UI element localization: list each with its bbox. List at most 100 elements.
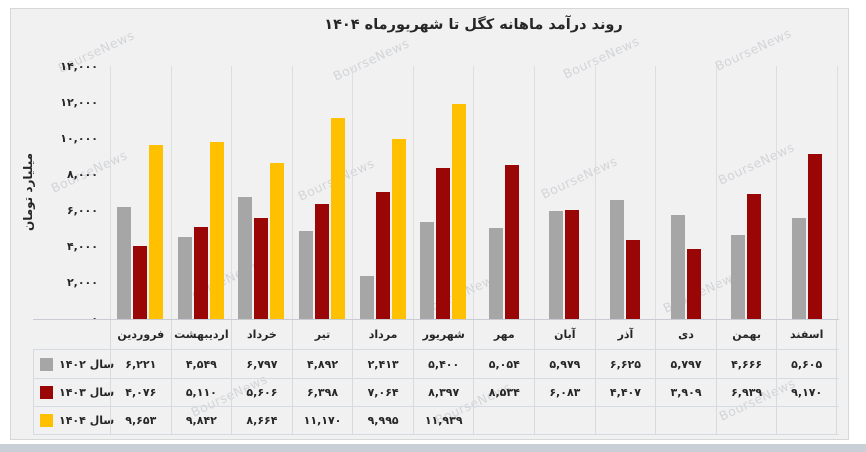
legend-series-label: سال ۱۴۰۲ bbox=[59, 357, 115, 371]
table-cell: ۴,۴۰۷ bbox=[594, 378, 656, 407]
table-cell: ۱۱,۹۳۹ bbox=[412, 407, 474, 434]
table-cell: ۸,۳۹۷ bbox=[412, 378, 474, 407]
bar-series0-month10 bbox=[731, 235, 746, 319]
legend-key-1: سال ۱۴۰۲ bbox=[33, 350, 114, 378]
bar-series0-month9 bbox=[670, 214, 685, 319]
table-row: سال ۱۴۰۲ ۶,۲۲۱ ۴,۵۴۹ ۶,۷۹۷ ۴,۸۹۲ ۲,۴۱۳ ۵,۴۰۰ ۵,… bbox=[33, 349, 839, 378]
y-axis-tick-label: ۴,۰۰۰ bbox=[66, 240, 98, 253]
legend-swatch bbox=[40, 414, 53, 427]
month-label: اسفند bbox=[776, 320, 837, 349]
bar-series1-month3 bbox=[315, 203, 330, 319]
bar-series1-month0 bbox=[133, 245, 148, 319]
bar-series0-month1 bbox=[177, 237, 192, 319]
bar-series1-month5 bbox=[436, 167, 451, 319]
month-label: مرداد bbox=[352, 320, 413, 349]
bar-series1-month2 bbox=[254, 218, 269, 319]
table-cell: ۲,۴۱۳ bbox=[352, 350, 413, 378]
bar-series2-month5 bbox=[452, 104, 467, 319]
legend-key-3: سال ۱۴۰۴ bbox=[33, 407, 114, 434]
chart-title: روند درآمد ماهانه کگل تا شهریورماه ۱۴۰۴ bbox=[324, 17, 623, 33]
table-cell: ۹,۹۹۵ bbox=[352, 407, 413, 434]
table-cell: ۶,۷۹۷ bbox=[231, 350, 292, 378]
gridline bbox=[412, 66, 414, 319]
bar-series2-month3 bbox=[331, 117, 346, 319]
table-cell: ۶,۹۳۹ bbox=[715, 378, 777, 407]
table-cell: ۵,۱۱۰ bbox=[170, 378, 232, 407]
table-cell: ۶,۶۲۵ bbox=[594, 350, 656, 378]
month-label: فروردین bbox=[110, 320, 171, 349]
gridline bbox=[715, 66, 717, 319]
gridline bbox=[655, 66, 657, 319]
y-axis-tick-label: ۶,۰۰۰ bbox=[66, 204, 98, 217]
month-label: مهر bbox=[473, 320, 534, 349]
bar-series0-month7 bbox=[549, 211, 564, 319]
gridline bbox=[352, 66, 354, 319]
legend-swatch bbox=[40, 386, 53, 399]
bar-series1-month1 bbox=[193, 227, 208, 319]
table-cell: ۵,۶۰۵ bbox=[776, 350, 837, 378]
bar-series0-month4 bbox=[359, 275, 374, 319]
table-cell: ۳,۹۰۹ bbox=[655, 378, 716, 407]
table-cell: ۸,۶۶۴ bbox=[231, 407, 292, 434]
bar-series0-month6 bbox=[488, 228, 503, 319]
table-cell: ۴,۸۹۲ bbox=[291, 350, 353, 378]
table-cell bbox=[776, 407, 837, 434]
x-axis-line bbox=[33, 319, 839, 320]
y-axis-tick-label: ۱۲,۰۰۰ bbox=[60, 96, 98, 109]
table-cell: ۴,۵۴۹ bbox=[170, 350, 232, 378]
table-cell: ۹,۱۷۰ bbox=[776, 378, 837, 407]
bar-series1-month10 bbox=[747, 194, 762, 319]
month-label: دی bbox=[655, 320, 716, 349]
gridline bbox=[291, 66, 293, 319]
bar-series0-month8 bbox=[609, 199, 624, 319]
table-cell: ۱۱,۱۷۰ bbox=[291, 407, 353, 434]
gridline bbox=[776, 66, 778, 319]
table-cell: ۵,۶۰۶ bbox=[231, 378, 292, 407]
bar-series0-month2 bbox=[238, 196, 253, 319]
table-cell bbox=[655, 407, 716, 434]
window-bottom-strip bbox=[0, 444, 866, 452]
gridline bbox=[836, 66, 838, 319]
month-label: تیر bbox=[291, 320, 353, 349]
table-cell: ۷,۰۶۴ bbox=[352, 378, 413, 407]
y-axis-tick-label: ۰ bbox=[36, 312, 98, 325]
bar-series0-month3 bbox=[299, 230, 314, 319]
legend-key-2: سال ۱۴۰۳ bbox=[33, 378, 114, 407]
gridline bbox=[231, 66, 233, 319]
table-cell: ۵,۷۹۷ bbox=[655, 350, 716, 378]
table-cell: ۹,۶۵۳ bbox=[110, 407, 171, 434]
legend-series-label: سال ۱۴۰۴ bbox=[59, 414, 115, 427]
y-axis-tick-label: ۲,۰۰۰ bbox=[66, 276, 98, 289]
month-label: خرداد bbox=[231, 320, 292, 349]
gridline bbox=[170, 66, 172, 319]
table-cell: ۶,۲۲۱ bbox=[110, 350, 171, 378]
y-axis-tick-label: ۸,۰۰۰ bbox=[66, 168, 98, 181]
bar-series2-month2 bbox=[270, 163, 285, 319]
table-cell: ۸,۵۳۴ bbox=[473, 378, 534, 407]
gridline bbox=[473, 66, 475, 319]
table-row: سال ۱۴۰۴ ۹,۶۵۳ ۹,۸۴۲ ۸,۶۶۴ ۱۱,۱۷۰ ۹,۹۹۵ ۱۱,۹۳۹ bbox=[33, 406, 839, 435]
bar-series1-month6 bbox=[504, 165, 519, 319]
bar-series0-month11 bbox=[791, 218, 806, 319]
legend-series-label: سال ۱۴۰۳ bbox=[59, 386, 115, 399]
table-cell: ۵,۰۵۴ bbox=[473, 350, 534, 378]
month-label: آذر bbox=[594, 320, 656, 349]
bar-series0-month0 bbox=[117, 207, 132, 319]
month-label: شهریور bbox=[412, 320, 474, 349]
gridline bbox=[534, 66, 536, 319]
y-axis-title: میلیارد تومان bbox=[21, 152, 35, 232]
table-row: سال ۱۴۰۳ ۴,۰۷۶ ۵,۱۱۰ ۵,۶۰۶ ۶,۳۹۸ ۷,۰۶۴ ۸,۳۹۷ ۸,… bbox=[33, 377, 839, 407]
table-cell: ۹,۸۴۲ bbox=[170, 407, 232, 434]
bar-series2-month0 bbox=[149, 145, 164, 319]
bar-series1-month9 bbox=[686, 248, 701, 319]
gridline bbox=[594, 66, 596, 319]
month-label: اردیبهشت bbox=[170, 320, 232, 349]
bar-series2-month1 bbox=[209, 141, 224, 319]
table-cell: ۴,۶۶۶ bbox=[715, 350, 777, 378]
bar-series1-month4 bbox=[375, 191, 390, 319]
table-cell bbox=[715, 407, 777, 434]
table-cell: ۵,۴۰۰ bbox=[412, 350, 474, 378]
bar-series1-month11 bbox=[807, 153, 822, 319]
gridline bbox=[110, 66, 111, 319]
table-cell bbox=[534, 407, 595, 434]
